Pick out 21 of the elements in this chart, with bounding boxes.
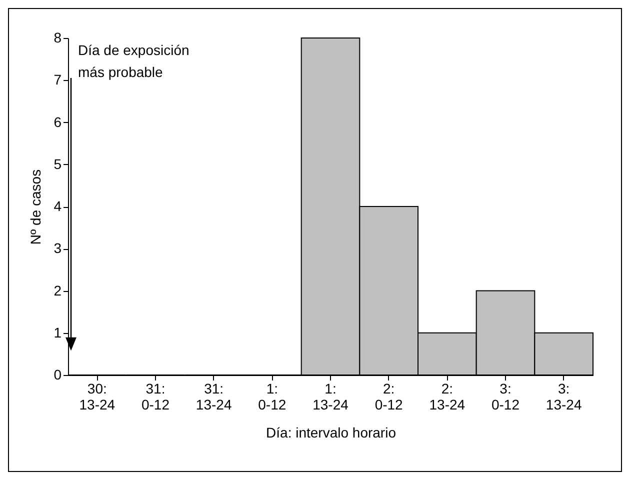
x-tick-label: 3: 0-12 bbox=[491, 380, 520, 412]
x-tick-label: 2: 0-12 bbox=[374, 380, 404, 412]
x-tick-label: 2: 13-24 bbox=[429, 380, 466, 412]
y-tick-label: 7 bbox=[54, 72, 62, 88]
y-tick-label: 8 bbox=[54, 30, 62, 46]
x-tick-label: 1: 0-12 bbox=[258, 380, 286, 412]
y-tick-label: 2 bbox=[54, 282, 62, 298]
x-tick-label: 1: 13-24 bbox=[312, 380, 349, 412]
y-tick-label: 6 bbox=[54, 114, 62, 130]
x-tick-label: 31: 13-24 bbox=[196, 380, 232, 412]
x-tick-label: 30: 13-24 bbox=[79, 380, 116, 412]
x-tick-label: 31: 0-12 bbox=[141, 380, 170, 412]
y-tick-label: 5 bbox=[54, 156, 62, 172]
y-tick-label: 4 bbox=[54, 198, 62, 214]
y-tick-label: 3 bbox=[54, 240, 62, 256]
annotation: Día de exposición más probable bbox=[78, 42, 190, 80]
y-tick-label: 1 bbox=[54, 324, 62, 340]
y-tick-label: 0 bbox=[54, 366, 62, 382]
x-tick-label: 3: 13-24 bbox=[546, 380, 582, 412]
x-axis-title: Día: intervalo horario bbox=[266, 424, 396, 440]
y-axis-title: Nº de casos bbox=[28, 169, 44, 245]
